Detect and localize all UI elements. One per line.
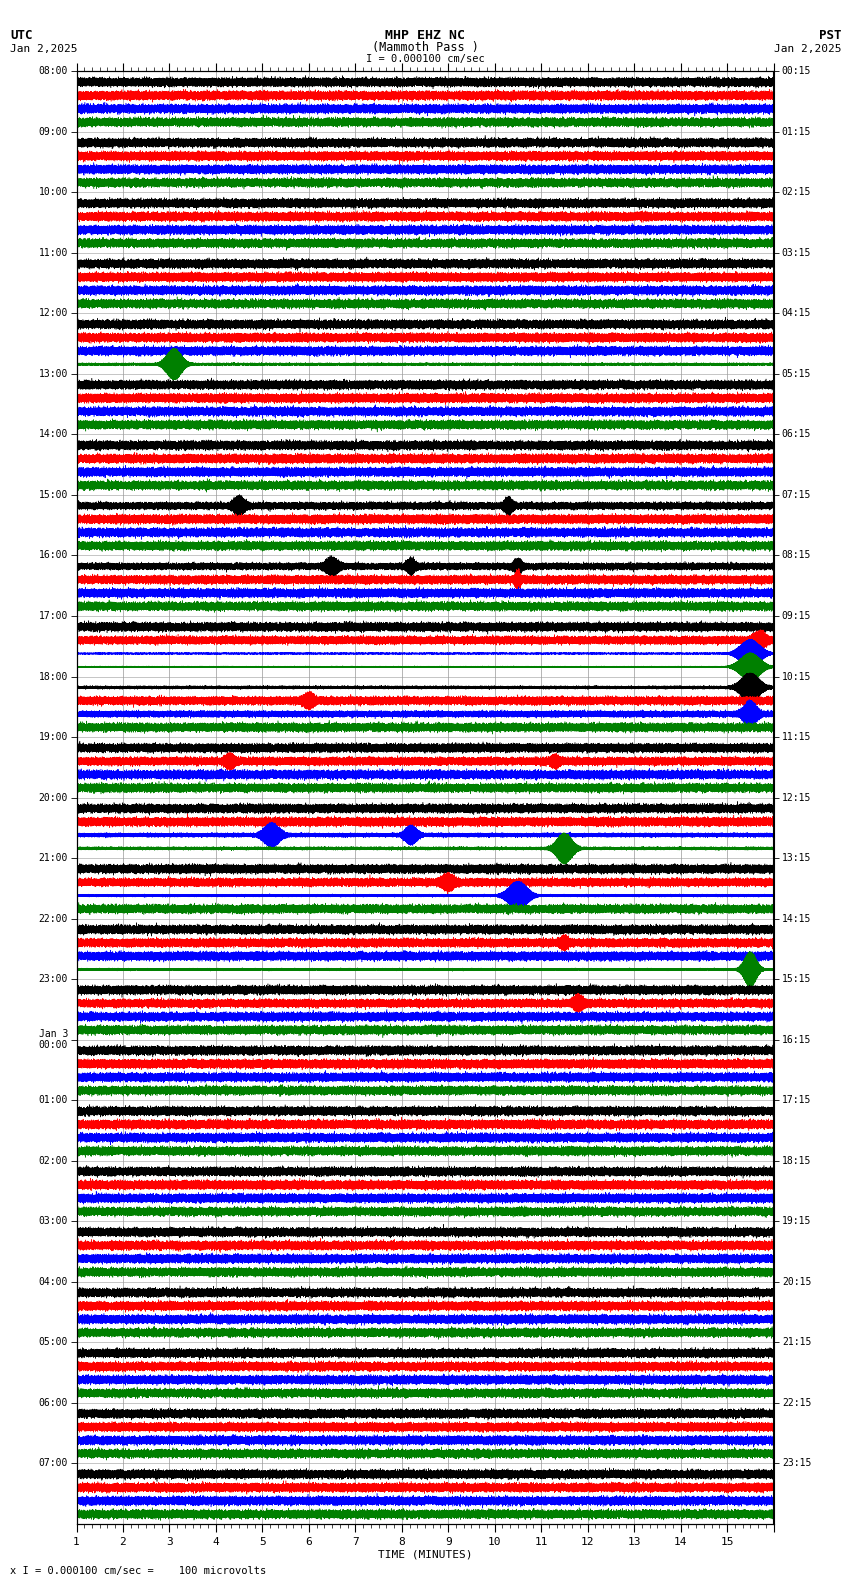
X-axis label: TIME (MINUTES): TIME (MINUTES) — [377, 1549, 473, 1560]
Text: Jan 2,2025: Jan 2,2025 — [10, 44, 77, 54]
Text: MHP EHZ NC: MHP EHZ NC — [385, 29, 465, 41]
Text: I = 0.000100 cm/sec: I = 0.000100 cm/sec — [366, 54, 484, 63]
Text: x I = 0.000100 cm/sec =    100 microvolts: x I = 0.000100 cm/sec = 100 microvolts — [10, 1567, 266, 1576]
Text: UTC: UTC — [10, 29, 32, 41]
Text: (Mammoth Pass ): (Mammoth Pass ) — [371, 41, 479, 54]
Text: Jan 2,2025: Jan 2,2025 — [774, 44, 842, 54]
Text: PST: PST — [819, 29, 842, 41]
